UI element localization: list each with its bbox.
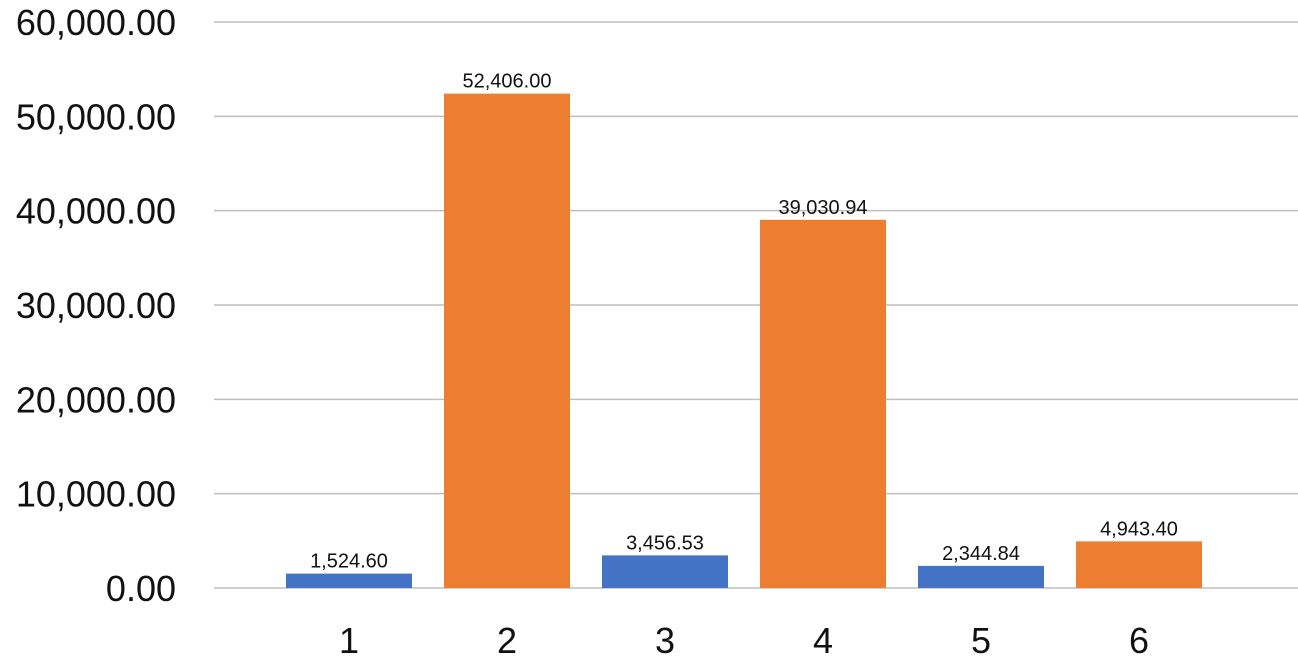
data-label: 39,030.94 [779, 197, 868, 219]
x-tick-label: 4 [813, 620, 833, 661]
gridlines [214, 21, 1298, 589]
x-tick-label: 6 [1129, 620, 1149, 661]
data-label: 1,524.60 [310, 551, 388, 573]
data-label: 52,406.00 [463, 71, 552, 93]
bar [286, 573, 412, 588]
y-tick-label: 20,000.00 [16, 379, 176, 420]
data-label: 2,344.84 [942, 543, 1020, 565]
y-tick-label: 10,000.00 [16, 474, 176, 515]
x-tick-label: 1 [339, 620, 359, 661]
x-tick-label: 3 [655, 620, 675, 661]
y-tick-label: 30,000.00 [16, 285, 176, 326]
bar [1076, 541, 1202, 588]
y-axis-tick-labels: 0.00 10,000.00 20,000.00 30,000.00 40,000.00… [16, 2, 176, 609]
x-axis-tick-labels: 1 2 3 4 5 6 [339, 620, 1149, 661]
bars [286, 93, 1202, 589]
x-tick-label: 5 [971, 620, 991, 661]
y-tick-label: 60,000.00 [16, 2, 176, 43]
bar [444, 93, 570, 589]
data-label: 3,456.53 [626, 532, 704, 554]
y-tick-label: 0.00 [106, 568, 176, 609]
bar [602, 555, 728, 588]
bar [918, 565, 1044, 588]
data-labels: 1,524.60 52,406.00 3,456.53 39,030.94 2,344.… [310, 71, 1178, 573]
x-tick-label: 2 [497, 620, 517, 661]
data-label: 4,943.40 [1100, 518, 1178, 540]
bar [760, 219, 886, 588]
y-tick-label: 50,000.00 [16, 96, 176, 137]
y-tick-label: 40,000.00 [16, 191, 176, 232]
